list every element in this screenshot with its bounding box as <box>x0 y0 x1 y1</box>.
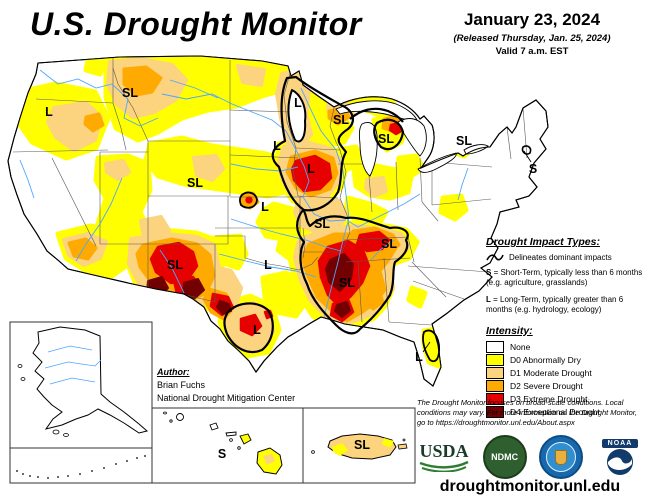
short-term-definition: S = Short-Term, typically less than 6 mo… <box>486 268 643 289</box>
alaska-inset <box>9 321 153 484</box>
valid-time: Valid 7 a.m. EST <box>495 46 569 57</box>
short-term-text: = Short-Term, typically less than 6 mont… <box>486 268 643 288</box>
intensity-label: D0 Abnormally Dry <box>510 355 581 366</box>
impact-types-heading: Drought Impact Types: <box>486 236 600 248</box>
us-coastline <box>7 55 549 387</box>
intensity-level-row: D2 Severe Drought <box>486 380 643 393</box>
delineates-impacts-icon <box>486 254 504 261</box>
map-date: January 23, 2024 <box>463 10 601 29</box>
intensity-swatch <box>486 393 504 406</box>
intensity-label: D2 Severe Drought <box>510 381 583 392</box>
noaa-logo: NOAA <box>596 438 644 476</box>
intensity-swatch <box>486 341 504 354</box>
intensity-swatch <box>486 354 504 367</box>
noaa-seagull-icon <box>606 448 633 475</box>
intensity-heading: Intensity: <box>486 324 533 337</box>
author-heading: Author: <box>157 367 190 377</box>
usda-logo: USDA <box>418 442 470 472</box>
commerce-shield-icon <box>555 449 568 465</box>
release-date: (Released Thursday, Jan. 25, 2024) <box>453 33 611 44</box>
drought-shading-layers <box>11 56 479 369</box>
delineates-row: Delineates dominant impacts <box>486 252 643 262</box>
usda-logo-text: USDA <box>419 441 469 461</box>
disclaimer-text: The Drought Monitor focuses on broad-sca… <box>417 398 637 427</box>
noaa-logo-text: NOAA <box>601 438 639 448</box>
legend-panel: Drought Impact Types: Delineates dominan… <box>486 236 643 419</box>
great-lakes <box>335 100 489 177</box>
intensity-level-row: D1 Moderate Drought <box>486 367 643 380</box>
hawaii-inset <box>151 407 304 484</box>
author-block: Author: Brian Fuchs National Drought Mit… <box>157 366 295 405</box>
ndmc-logo-text: NDMC <box>491 452 519 462</box>
logos-row: USDA NDMC NOAA <box>418 435 644 479</box>
site-url: droughtmonitor.unl.edu <box>439 478 621 495</box>
ndmc-logo: NDMC <box>482 435 527 479</box>
intensity-level-row: None <box>486 341 643 354</box>
author-name: Brian Fuchs <box>157 380 206 391</box>
intensity-swatch <box>486 406 504 419</box>
intensity-label: None <box>510 342 531 353</box>
long-term-definition: L = Long-Term, typically greater than 6 … <box>486 295 643 316</box>
puerto-rico-inset <box>302 407 416 484</box>
page-title: U.S. Drought Monitor <box>30 6 362 42</box>
dept-of-commerce-seal-icon <box>539 435 584 479</box>
intensity-level-row: D4 Exceptional Drought <box>486 406 643 419</box>
date-block: January 23, 2024 (Released Thursday, Jan… <box>423 10 641 57</box>
intensity-swatch <box>486 380 504 393</box>
delineates-text: Delineates dominant impacts <box>509 252 612 262</box>
author-org: National Drought Mitigation Center <box>157 393 296 404</box>
intensity-swatch <box>486 367 504 380</box>
usda-swoosh-icon <box>419 460 469 472</box>
intensity-level-row: D0 Abnormally Dry <box>486 354 643 367</box>
intensity-label: D1 Moderate Drought <box>510 368 592 379</box>
long-term-prefix: L <box>486 294 491 304</box>
intensity-rows: None D0 Abnormally Dry D1 Moderate Drought… <box>486 341 643 419</box>
intensity-level-row: D3 Extreme Drought <box>486 393 643 406</box>
long-term-text: = Long-Term, typically greater than 6 mo… <box>486 294 624 315</box>
intensity-label: D4 Exceptional Drought <box>510 407 600 418</box>
impact-delineation-lines <box>223 75 532 363</box>
short-term-prefix: S <box>486 268 492 277</box>
intensity-label: D3 Extreme Drought <box>510 394 588 405</box>
aleutian-islands <box>16 455 146 479</box>
